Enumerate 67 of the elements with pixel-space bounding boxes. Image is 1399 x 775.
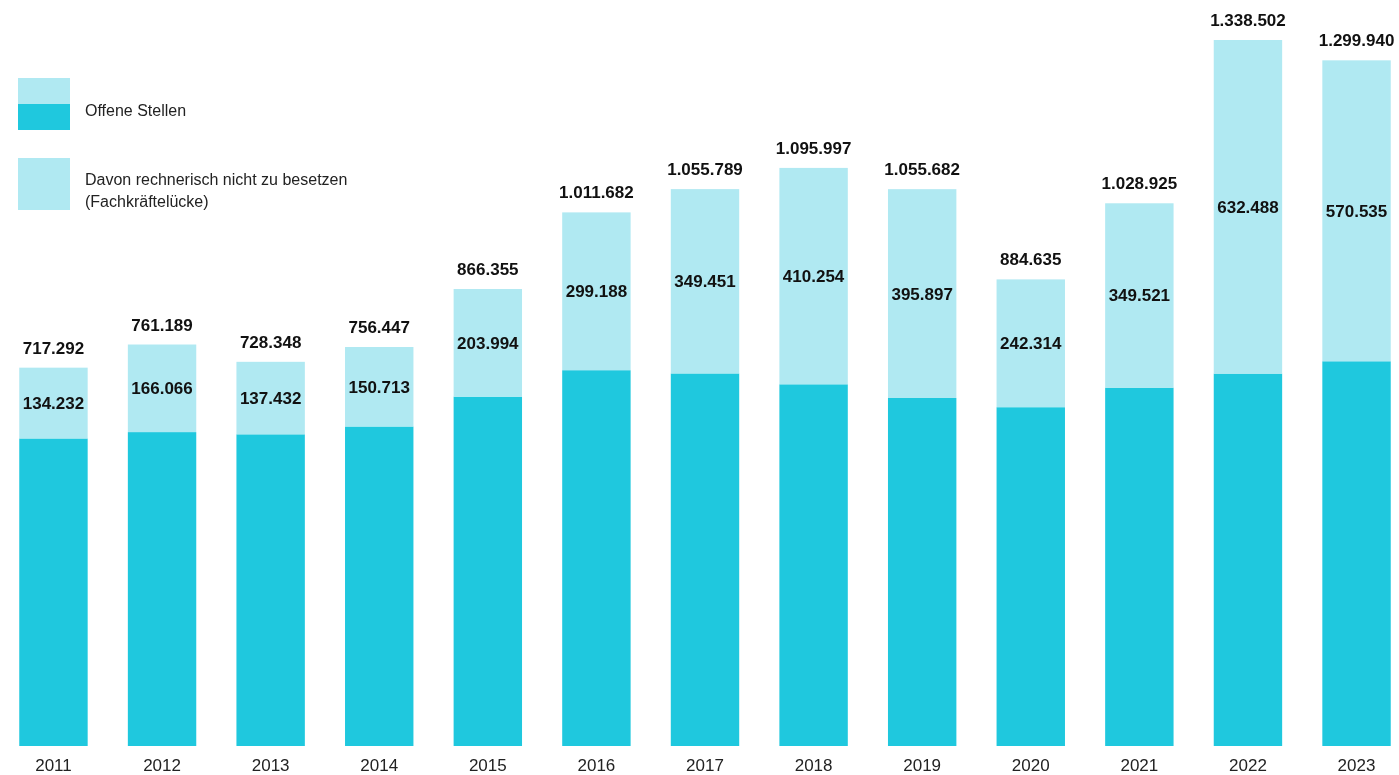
bar	[670, 373, 740, 746]
bar	[996, 407, 1065, 746]
total-label: 1.011.682	[559, 183, 634, 203]
data-label: 299.188	[565, 282, 628, 302]
x-tick-label: 2016	[577, 756, 616, 775]
x-tick-label: 2015	[468, 756, 507, 775]
total-label: 1.095.997	[775, 138, 852, 158]
x-tick-label: 2019	[903, 756, 942, 775]
bar	[236, 361, 305, 435]
data-label: 395.897	[891, 284, 953, 304]
data-label: 632.488	[1217, 197, 1279, 217]
data-label: 150.713	[348, 377, 410, 397]
total-label: 761.189	[131, 315, 193, 335]
x-tick-label: 2012	[143, 756, 181, 775]
total-label: 1.055.682	[884, 160, 960, 180]
bar	[1105, 387, 1174, 746]
total-label: 1.299.940	[1318, 31, 1395, 51]
bar	[345, 426, 414, 746]
total-label: 1.055.789	[667, 160, 743, 180]
data-label: 134.232	[22, 394, 85, 414]
bar	[562, 370, 631, 746]
bar	[127, 344, 197, 433]
total-label: 884.635	[1000, 250, 1062, 270]
legend-label: Davon rechnerisch nicht zu besetzen (Fachkräftelücke)	[85, 171, 352, 210]
bar	[345, 347, 414, 427]
bar	[1213, 40, 1283, 374]
bar	[996, 279, 1065, 408]
total-label: 756.447	[348, 318, 410, 338]
x-tick-label: 2021	[1120, 756, 1159, 775]
bar	[887, 189, 957, 398]
bar	[453, 396, 523, 746]
data-label: 203.994	[457, 333, 520, 353]
data-label: 349.451	[674, 272, 736, 292]
bar	[1213, 373, 1283, 746]
total-label: 866.355	[457, 260, 519, 280]
legend-label: Offene Stellen	[85, 102, 187, 119]
total-label: 717.292	[22, 338, 85, 358]
x-tick-label: 2013	[251, 756, 290, 775]
x-tick-label: 2022	[1229, 756, 1267, 775]
bar	[779, 167, 848, 385]
bar	[127, 432, 197, 746]
bar	[1322, 60, 1391, 362]
bar	[19, 367, 88, 439]
x-tick-label: 2020	[1011, 756, 1050, 775]
bar	[562, 212, 631, 371]
x-tick-label: 2017	[686, 756, 724, 775]
data-label: 242.314	[1000, 334, 1063, 354]
x-tick-label: 2011	[35, 756, 72, 775]
total-label: 1.028.925	[1101, 174, 1178, 194]
bar	[670, 189, 740, 374]
bar	[19, 438, 88, 746]
bar	[236, 434, 305, 746]
data-label: 349.521	[1108, 286, 1171, 306]
total-label: 1.338.502	[1210, 11, 1286, 30]
data-label: 137.432	[239, 389, 302, 409]
bar	[453, 289, 523, 397]
x-tick-label: 2023	[1337, 756, 1376, 775]
data-label: 166.066	[131, 379, 193, 399]
total-label: 728.348	[239, 332, 302, 352]
x-tick-label: 2014	[360, 756, 399, 775]
data-label: 410.254	[782, 267, 845, 287]
bar	[1322, 361, 1391, 746]
bar	[887, 397, 957, 746]
x-tick-label: 2018	[794, 756, 833, 775]
data-label: 570.535	[1325, 201, 1388, 221]
bar	[1105, 203, 1174, 388]
bar	[779, 384, 848, 746]
